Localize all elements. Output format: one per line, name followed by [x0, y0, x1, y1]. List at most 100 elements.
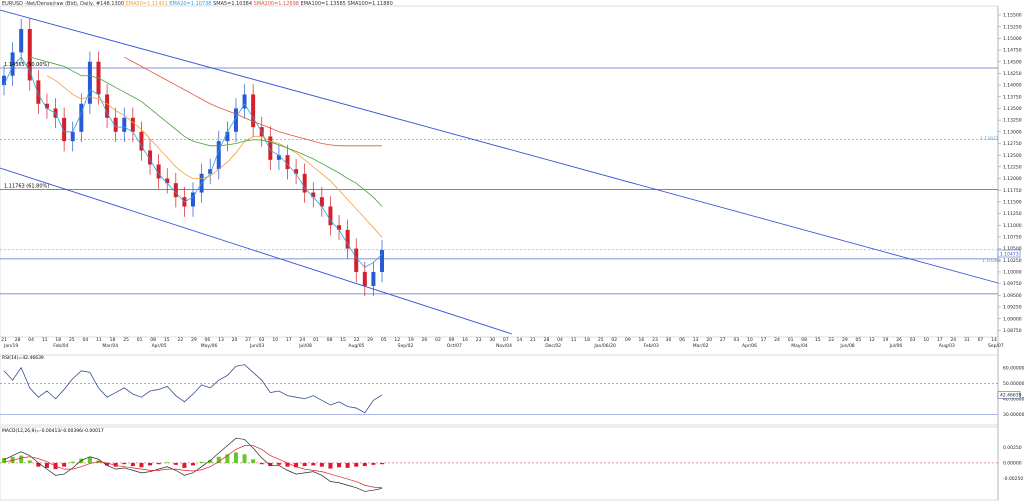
price-tick-label: 1.15250: [1003, 24, 1022, 30]
time-month-label: Feb/04: [53, 343, 68, 349]
channel-lower-line[interactable]: [0, 167, 513, 335]
macd-tick-label: -0.00250: [1003, 476, 1023, 482]
macd-line: [3, 437, 383, 492]
time-tick-label: 18: [55, 337, 61, 343]
macd-histogram-bar: [113, 462, 118, 467]
time-tick-label: 20: [232, 337, 238, 343]
price-tick-label: 1.10750: [1003, 235, 1022, 241]
time-tick-label: 04: [83, 337, 89, 343]
chart-header: EURUSD -Net/Dense/raw (Bid), Daily, #148…: [2, 1, 393, 7]
rsi-tick-label: 40.00000: [1003, 396, 1024, 402]
time-tick-label: 20: [706, 337, 712, 343]
price-tick-label: 1.12750: [1003, 141, 1022, 147]
fib-618-label: 1.11763 (61.80%): [4, 184, 49, 190]
rsi-tick-label: 60.00000: [1003, 365, 1024, 371]
candle-body: [79, 103, 84, 132]
time-month-label: Apr/06: [742, 343, 757, 349]
time-tick-label: 18: [584, 337, 590, 343]
time-tick-label: 12: [869, 337, 875, 343]
macd-signal-line: [3, 445, 383, 489]
time-tick-label: 05: [856, 337, 862, 343]
macd-histogram-bar: [233, 452, 238, 463]
ma-line-ema20: [46, 75, 383, 238]
symbol-label: EURUSD -Net/Dense/raw (Bid), Daily, #148…: [2, 1, 125, 7]
sma100-label: SMA100=1.11880: [347, 1, 393, 7]
macd-histogram-bar: [173, 462, 178, 465]
time-tick-label: 21: [530, 337, 536, 343]
macd-histogram-bar: [2, 458, 6, 463]
time-tick-label: 22: [354, 337, 360, 343]
price-tick-label: 1.11250: [1003, 211, 1022, 217]
macd-histogram-bar: [362, 462, 367, 467]
price-tick-label: 1.10500: [1003, 246, 1022, 252]
time-tick-label: 17: [937, 337, 943, 343]
time-tick-label: 28: [544, 337, 550, 343]
trend-channel[interactable]: [0, 9, 999, 335]
candle-body: [294, 169, 299, 174]
rsi-tick-label: 50.00000: [1003, 381, 1024, 387]
candle-body: [268, 136, 273, 160]
price-levels: [0, 67, 998, 295]
time-month-label: Aug/03: [939, 343, 955, 349]
macd-tick-label: 0.00000: [1003, 461, 1022, 467]
time-month-label: Jun/03: [249, 343, 264, 349]
candle-body: [251, 94, 256, 128]
time-month-label: Nov/04: [496, 343, 512, 349]
price-tick-label: 1.08750: [1003, 328, 1022, 334]
time-tick-label: 27: [720, 337, 726, 343]
channel-upper-line[interactable]: [0, 9, 999, 284]
price-tick-label: 1.13750: [1003, 94, 1022, 100]
macd-histogram-bar: [70, 461, 75, 463]
time-tick-label: 19: [883, 337, 889, 343]
time-tick-label: 25: [598, 337, 604, 343]
sma200-label: SMA200=1.12698: [253, 1, 299, 7]
candle-body: [345, 229, 350, 249]
candle-body: [337, 225, 342, 230]
time-tick-label: 10: [747, 337, 753, 343]
time-tick-label: 15: [815, 337, 821, 343]
price-tick-label: 1.12000: [1003, 176, 1022, 182]
time-tick-label: 25: [123, 337, 129, 343]
time-tick-label: 17: [286, 337, 292, 343]
time-tick-label: 01: [788, 337, 794, 343]
macd-histogram-bar: [208, 459, 213, 463]
macd-histogram-bar: [294, 462, 299, 468]
time-tick-label: 03: [910, 337, 916, 343]
macd-histogram-bar: [165, 462, 170, 464]
macd-histogram-bar: [328, 462, 333, 469]
ma-line-sma200: [124, 56, 382, 147]
time-month-label: Jun/08: [839, 343, 854, 349]
candle-body: [242, 94, 247, 109]
candle-body: [208, 169, 213, 174]
time-tick-label: 03: [733, 337, 739, 343]
price-tick-label: 1.12500: [1003, 153, 1022, 159]
time-tick-label: 19: [408, 337, 414, 343]
candle-body: [122, 117, 127, 132]
time-tick-label: 23: [652, 337, 658, 343]
macd-histogram-bar: [156, 462, 161, 465]
price-tick-label: 1.13500: [1003, 106, 1022, 112]
time-month-label: Mar/02: [693, 343, 709, 349]
rsi-label: RSI(14)=42.46639: [2, 355, 44, 361]
dashed-current-label: 1.10288: [982, 258, 1001, 264]
candle-body: [285, 155, 290, 170]
time-tick-label: 05: [381, 337, 387, 343]
candle-body: [70, 131, 75, 142]
price-tick-label: 1.09750: [1003, 281, 1022, 287]
time-month-label: Jan/19: [3, 343, 18, 349]
time-tick-label: 15: [164, 337, 170, 343]
macd-histogram-bar: [302, 462, 307, 467]
time-tick-label: 01: [137, 337, 143, 343]
candle-body: [216, 141, 221, 170]
macd-histogram-bar: [216, 456, 221, 463]
time-month-label: Aug/05: [348, 343, 364, 349]
price-tick-label: 1.09000: [1003, 316, 1022, 322]
time-tick-label: 22: [828, 337, 834, 343]
time-tick-label: 29: [191, 337, 197, 343]
candle-body: [44, 103, 49, 109]
macd-histogram-bar: [19, 455, 24, 463]
macd-label: MACD(12,26,9)=-0.00413/-0.00396/-0.00017: [2, 428, 104, 434]
current-price-label: 1.10473: [1000, 252, 1019, 258]
candle-body: [319, 197, 324, 207]
